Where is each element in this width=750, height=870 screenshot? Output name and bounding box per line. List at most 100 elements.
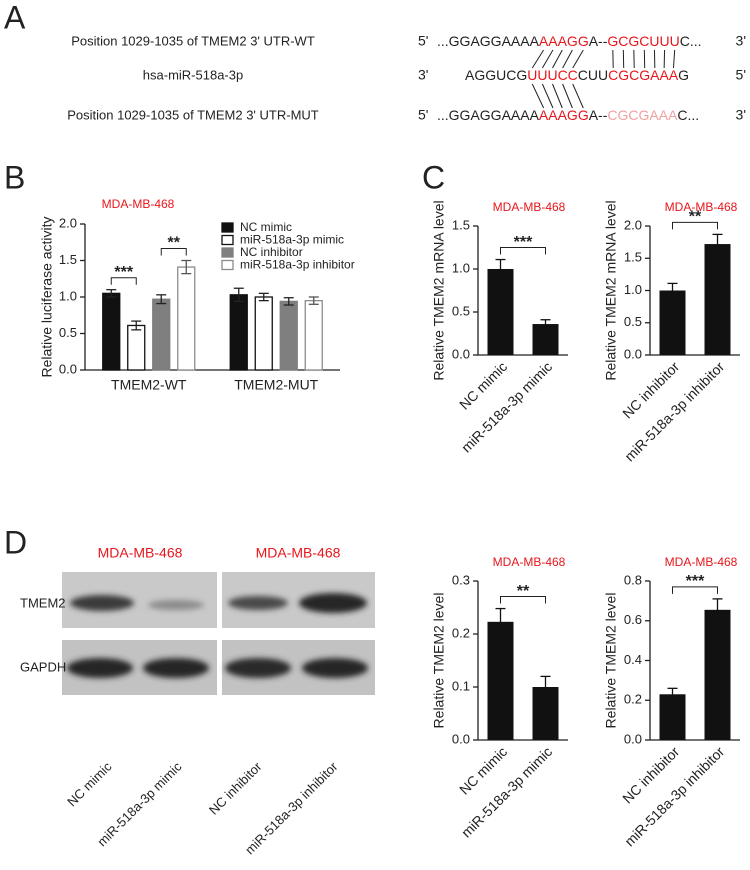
band: [70, 595, 134, 611]
cell-line-label: MDA-MB-468: [256, 545, 341, 561]
pairing-line: [542, 50, 553, 68]
band-label: GAPDH: [20, 659, 66, 674]
y-tick-label: 0.3: [452, 572, 470, 587]
band-label: TMEM2: [20, 595, 66, 610]
bar: [128, 325, 145, 370]
sequence-end: 3': [736, 107, 746, 123]
panel-label: D: [4, 524, 27, 560]
sequence-label: Position 1029-1035 of TMEM2 3' UTR-WT: [71, 33, 315, 48]
bar: [280, 301, 297, 370]
y-tick-label: 1.0: [624, 282, 642, 297]
y-tick-label: 0.2: [452, 625, 470, 640]
significance-label: ***: [114, 264, 133, 281]
pairing-line: [563, 50, 573, 68]
sequence-segment: CUU: [578, 67, 608, 83]
y-tick-label: 0.0: [452, 346, 470, 361]
sequence-segment: GCGCUUU: [607, 33, 679, 49]
significance-label: **: [689, 209, 702, 226]
significance-label: **: [168, 235, 181, 252]
bar: [153, 299, 170, 370]
legend-swatch: [222, 236, 233, 245]
y-tick-label: 0.5: [59, 325, 77, 340]
y-tick-label: 0.0: [624, 346, 642, 361]
legend-swatch: [222, 223, 233, 232]
band: [302, 658, 368, 678]
sequence-label: hsa-miR-518a-3p: [143, 67, 243, 82]
y-tick-label: 1.5: [624, 250, 642, 265]
band: [143, 658, 209, 678]
pairing-line: [553, 84, 563, 108]
sequence-segment: ...GGAGGAAAA: [437, 107, 540, 123]
bar: [488, 622, 514, 740]
sequence-segment: C...: [677, 107, 699, 123]
y-axis-label: Relative TMEM2 mRNA level: [603, 200, 619, 380]
y-axis-label: Relative TMEM2 mRNA level: [431, 200, 447, 380]
bar: [488, 269, 514, 355]
pairing-line: [532, 84, 543, 108]
pairing-line: [542, 84, 553, 108]
cell-line-label: MDA-MB-468: [98, 545, 183, 561]
pairing-line: [553, 50, 563, 68]
y-axis-label: Relative TMEM2 level: [431, 593, 447, 729]
y-tick-label: 0.5: [452, 303, 470, 318]
y-tick-label: 2.0: [59, 215, 77, 230]
panel-label: C: [422, 159, 445, 195]
pairing-line: [573, 84, 584, 108]
bar: [230, 295, 247, 370]
sequence-segment: C...: [680, 33, 702, 49]
bar: [305, 301, 322, 370]
significance-label: ***: [686, 573, 705, 590]
sequence-segment: G: [678, 67, 689, 83]
sequence: ...GGAGGAAAAAAAGGA--GCGCUUUC...: [437, 33, 702, 49]
legend-swatch: [222, 248, 233, 257]
y-tick-label: 0.8: [624, 572, 642, 587]
lane-label: NC mimic: [64, 759, 115, 810]
bar: [103, 293, 120, 370]
y-tick-label: 2.0: [624, 217, 642, 232]
sequence: ...GGAGGAAAAAAAGGA--CGCGAAAC...: [437, 107, 699, 123]
sequence-end: 3': [418, 67, 428, 83]
bar: [705, 610, 731, 740]
panel-label: A: [4, 0, 26, 35]
bar: [705, 244, 731, 355]
bar: [178, 267, 195, 370]
y-tick-label: 1.0: [59, 288, 77, 303]
pairing-line: [673, 50, 674, 68]
legend-label: miR-518a-3p inhibitor: [240, 258, 355, 272]
x-tick-label: TMEM2-WT: [111, 377, 187, 393]
subtitle: MDA-MB-468: [493, 200, 566, 214]
lane-label: NC inhibitor: [206, 758, 265, 817]
bar: [660, 694, 686, 740]
sequence-segment: AAAGG: [539, 107, 589, 123]
y-tick-label: 0.5: [624, 314, 642, 329]
band: [225, 658, 291, 678]
sequence-segment: AAAGG: [539, 33, 589, 49]
y-tick-label: 1.5: [452, 217, 470, 232]
y-axis-label: Relative TMEM2 level: [603, 593, 619, 729]
y-tick-label: 0.4: [624, 652, 642, 667]
sequence-end: 5': [736, 67, 746, 83]
band: [228, 596, 288, 610]
sequence-end: 5': [418, 107, 428, 123]
subtitle: MDA-MB-468: [102, 197, 175, 211]
y-tick-label: 0.0: [624, 731, 642, 746]
bar: [660, 291, 686, 356]
y-tick-label: 1.0: [452, 260, 470, 275]
band: [148, 600, 204, 610]
sequence-segment: CGCGAAA: [608, 67, 679, 83]
sequence-segment: CGCGAAA: [607, 107, 678, 123]
x-tick-label: TMEM2-MUT: [234, 377, 318, 393]
pairing-line: [563, 84, 573, 108]
significance-label: ***: [514, 234, 533, 251]
legend-swatch: [222, 261, 233, 270]
significance-label: **: [517, 583, 530, 600]
y-axis-label: Relative luciferase activity: [39, 216, 55, 377]
sequence: AGGUCGUUUCCCUUCGCGAAAG: [465, 67, 689, 83]
blot: [62, 572, 375, 695]
sequence-segment: A--: [589, 107, 608, 123]
pairing-line: [532, 50, 543, 68]
y-tick-label: 1.5: [59, 252, 77, 267]
panel-label: B: [4, 159, 25, 195]
